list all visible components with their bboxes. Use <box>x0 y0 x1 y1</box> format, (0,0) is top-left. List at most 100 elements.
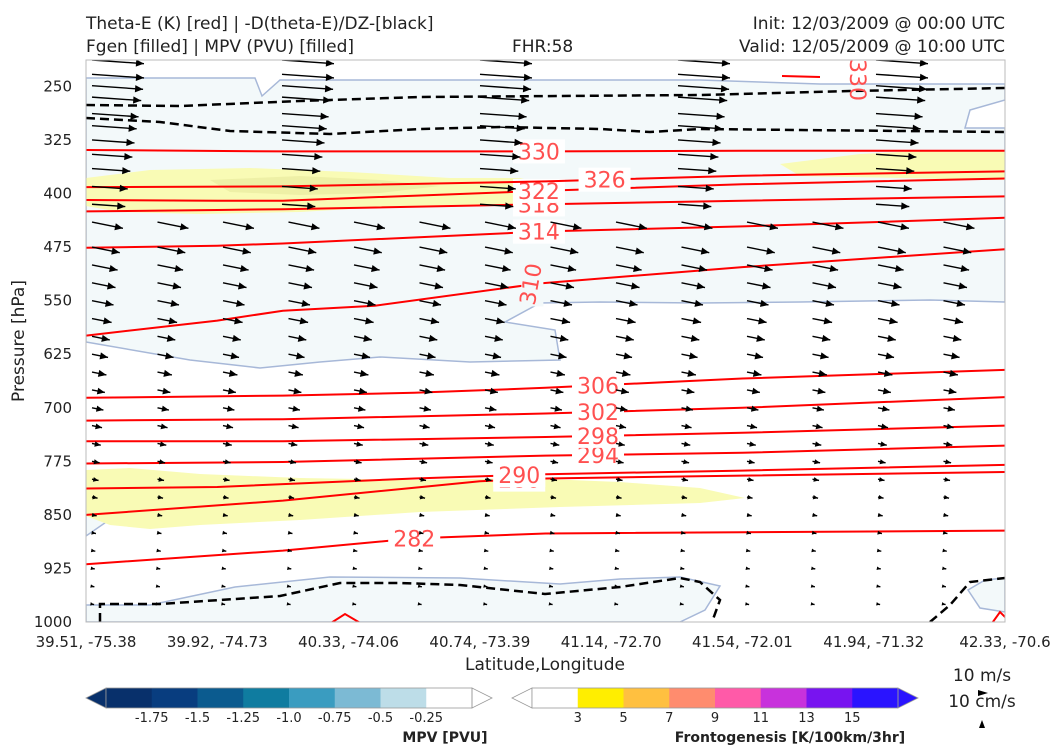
wind-vector-head <box>549 566 554 570</box>
wind-vector-head <box>158 477 165 482</box>
wind-vector-head <box>705 184 714 192</box>
wind-scale-vertical-arrow <box>979 720 985 728</box>
wind-vector <box>281 96 332 102</box>
wind-vector-head <box>617 459 624 465</box>
mpv-colorbar-swatch <box>334 688 381 708</box>
wind-vector-head <box>368 282 378 290</box>
fgen-colorbar-extend-low <box>511 687 533 709</box>
wind-vector-head <box>746 512 752 517</box>
wind-vector-head <box>357 423 365 430</box>
wind-vector-head <box>292 405 300 412</box>
wind-vector-head <box>910 138 919 146</box>
mpv-colorbar-tick-label: -1.25 <box>226 711 260 726</box>
wind-vector-head <box>155 584 160 588</box>
wind-vector-head <box>418 548 423 553</box>
wind-vector <box>91 60 145 65</box>
wind-vector-head <box>354 494 360 500</box>
wind-vector-head <box>815 423 823 430</box>
wind-vector-head <box>352 548 358 553</box>
wind-vector-head <box>221 584 226 588</box>
wind-vector-head <box>286 584 291 588</box>
wind-vector-head <box>825 299 835 307</box>
wind-vector-head <box>883 369 893 377</box>
theta-e-fragments <box>330 75 1005 622</box>
wind-vector-head <box>718 96 728 104</box>
theta-e-label-314: 314 <box>512 219 565 246</box>
wind-vector-head <box>756 334 765 342</box>
wind-vector-head <box>132 96 142 104</box>
wind-vector-head <box>516 124 525 132</box>
wind-vector-head <box>745 584 750 588</box>
mpv-colorbar-extend-low <box>85 687 107 709</box>
wind-vector-head <box>918 85 928 93</box>
wind-vector-head <box>225 441 232 447</box>
fgen-colorbar-swatch <box>715 688 762 708</box>
wind-vector-head <box>745 602 750 606</box>
wind-vector-head <box>548 602 553 606</box>
wind-vector-head <box>92 494 98 500</box>
wind-vector-head <box>942 566 947 570</box>
wind-vector-head <box>234 317 243 325</box>
theta-e-fragment <box>330 612 361 622</box>
wind-vector-head <box>376 223 385 231</box>
wind-vector-head <box>310 223 320 231</box>
wind-vector-head <box>162 387 171 395</box>
wind-vector-head <box>946 423 954 430</box>
wind-vector-head <box>296 352 305 360</box>
wind-vector-head <box>438 247 448 255</box>
wind-vector-head <box>814 459 821 465</box>
wind-vector-head <box>94 441 101 447</box>
wind-vector-head <box>365 317 374 325</box>
wind-vector-head <box>949 369 958 377</box>
mpv-colorbar-tick-label: -1.5 <box>185 711 210 726</box>
wind-vector-head <box>690 334 700 342</box>
fgen-colorbar-title: Frontogenesis [K/100km/3hr] <box>675 730 905 746</box>
wind-vector-head <box>418 566 423 570</box>
wind-vector-head <box>522 85 532 93</box>
wind-vector-head <box>170 299 180 307</box>
theta-e-label-text: 298 <box>577 425 619 450</box>
theta-e-label-322: 322 <box>512 178 565 205</box>
wind-vector-head <box>628 299 638 307</box>
wind-vector-head <box>614 584 619 588</box>
theta-e-label-330: 330 <box>512 139 565 165</box>
wind-vector-head <box>703 202 712 210</box>
wind-vector-head <box>750 423 758 430</box>
wind-vector-head <box>877 530 882 535</box>
wind-vector-head <box>428 334 438 342</box>
wind-vector-head <box>890 299 900 307</box>
theta-e-label-text: 314 <box>518 221 560 246</box>
wind-vector-head <box>912 124 921 132</box>
wind-vector-head <box>483 602 488 606</box>
wind-vector-head <box>294 369 303 377</box>
wind-vector-head <box>309 184 318 192</box>
theta-e-contour-286 <box>86 471 1005 516</box>
wind-vector-head <box>906 167 915 175</box>
wind-vector-head <box>885 352 895 360</box>
wind-vector-head <box>106 282 116 290</box>
x-tick-label: 41.54, -72.01 <box>692 633 793 651</box>
wind-vector-head <box>553 423 561 430</box>
fgen-colorbar-swatch <box>532 688 579 708</box>
wind-vector-head <box>549 548 554 553</box>
wind-vector-head <box>160 423 168 430</box>
wind-vector-head <box>942 548 947 553</box>
theta-e-label-326: 326 <box>578 167 631 194</box>
theta-e-contour-326 <box>86 170 1005 189</box>
wind-vector-head <box>157 494 164 500</box>
wind-vector-head <box>878 477 885 482</box>
wind-vector-head <box>488 405 497 412</box>
wind-vector-head <box>242 247 251 255</box>
wind-vector-head <box>685 405 693 412</box>
wind-vector-head <box>812 512 818 517</box>
wind-vector-head <box>559 334 569 342</box>
wind-vector-head <box>945 441 953 447</box>
theta-e-contour-318 <box>86 195 1005 213</box>
wind-vector-head <box>299 317 309 325</box>
forecast-hour: FHR:58 <box>512 37 574 57</box>
wind-vector-head <box>680 548 685 553</box>
wind-vector-head <box>288 494 295 500</box>
wind-vector-head <box>117 202 126 210</box>
y-tick-label: 550 <box>43 292 72 310</box>
wind-vector-head <box>548 584 553 588</box>
